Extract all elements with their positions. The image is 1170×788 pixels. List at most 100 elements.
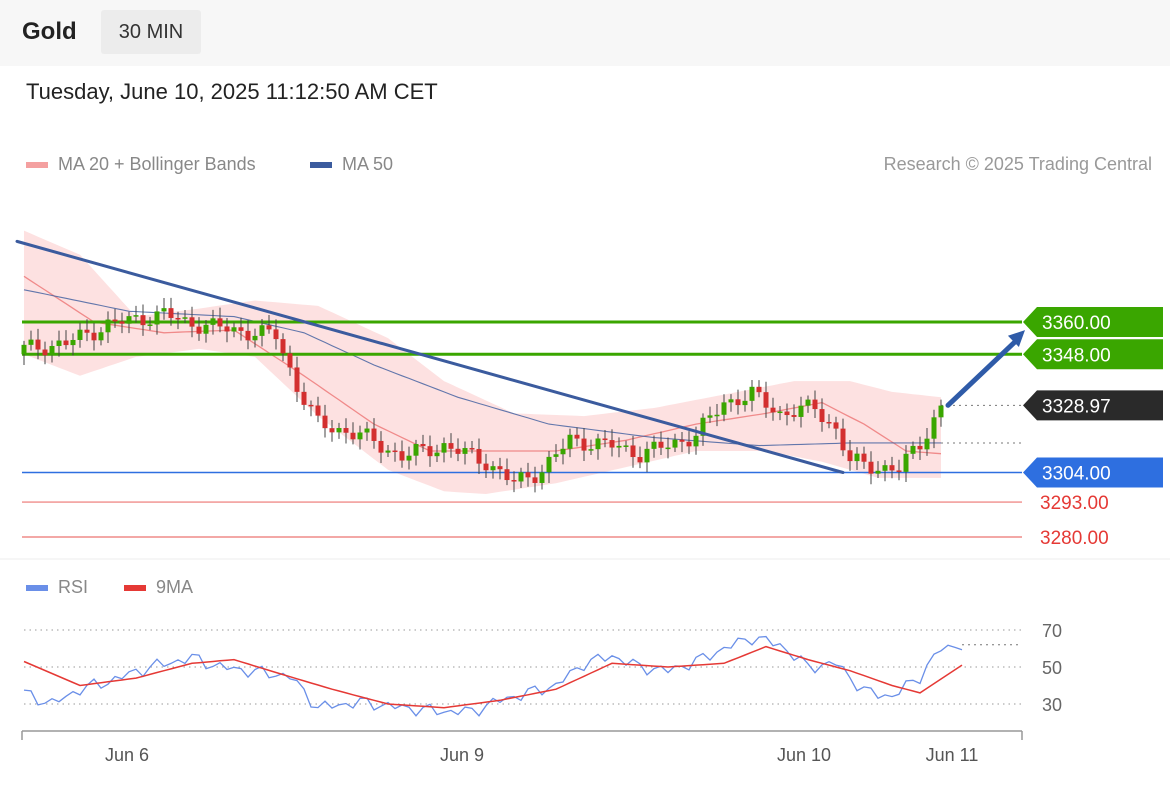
candle-body — [483, 463, 489, 471]
level-tag — [1023, 339, 1163, 370]
candle-body — [161, 308, 167, 312]
candle-body — [518, 472, 524, 482]
candle-body — [490, 466, 496, 471]
ma20-swatch — [26, 161, 48, 168]
candle-body — [98, 332, 104, 341]
ma50-legend-label: MA 50 — [342, 154, 394, 174]
candle-body — [714, 414, 720, 417]
candle-body — [742, 400, 748, 406]
x-tick-label: Jun 9 — [440, 745, 484, 765]
candle-body — [602, 438, 608, 441]
candle-body — [910, 445, 916, 454]
level-label: 3304.00 — [1042, 464, 1111, 485]
candle-body — [882, 465, 888, 471]
level-label: 3293.00 — [1040, 493, 1109, 514]
candle-body — [119, 321, 125, 324]
candle-body — [630, 445, 636, 458]
candle-body — [434, 452, 440, 457]
candle-body — [532, 477, 538, 483]
candle-body — [868, 461, 874, 474]
candle-body — [203, 324, 209, 334]
rsi-tick-label: 70 — [1042, 621, 1062, 641]
rsi-legend: RSI — [26, 577, 88, 598]
candle-body — [336, 428, 342, 433]
candle-body — [231, 327, 237, 332]
candle-body — [476, 448, 482, 464]
candle-body — [168, 308, 174, 318]
candle-body — [574, 434, 580, 439]
candle-body — [126, 316, 132, 324]
ma50-line — [23, 289, 941, 447]
candle-body — [553, 454, 559, 457]
candle-body — [511, 480, 517, 482]
rsi-ma-legend: 9MA — [124, 577, 193, 598]
candle-body — [287, 353, 293, 368]
x-tick-label: Jun 11 — [926, 745, 979, 765]
candle-body — [539, 472, 545, 483]
candle-body — [504, 469, 510, 481]
rsi-line — [23, 635, 963, 717]
down-trendline — [15, 239, 845, 474]
candle-body — [357, 432, 363, 440]
candle-body — [420, 443, 426, 447]
candle-body — [623, 445, 629, 447]
candle-body — [896, 470, 902, 472]
copyright: Research © 2025 Trading Central — [883, 154, 1152, 174]
level-3348-00: 3348.00 — [22, 339, 1163, 370]
candle-body — [350, 432, 356, 440]
candle-body — [861, 453, 867, 462]
candle-body — [364, 428, 370, 433]
candle-body — [189, 317, 195, 327]
x-tick-label: Jun 10 — [777, 745, 831, 765]
candle-body — [371, 428, 377, 441]
candle-body — [777, 411, 783, 414]
candle-body — [77, 329, 83, 340]
candle-body — [441, 443, 447, 453]
candle-body — [798, 405, 804, 417]
candle-body — [322, 415, 328, 429]
candle-body — [546, 456, 552, 473]
candle-body — [840, 428, 846, 451]
candle-body — [147, 324, 153, 326]
candle-body — [28, 339, 34, 345]
candle-body — [637, 457, 643, 463]
rsi-tick-label: 30 — [1042, 695, 1062, 715]
rsi-tick-label: 50 — [1042, 658, 1062, 678]
candle-body — [378, 440, 384, 453]
candle-body — [679, 439, 685, 442]
candle-body — [406, 455, 412, 461]
candle-body — [567, 434, 573, 449]
candle-body — [154, 311, 160, 325]
candle-body — [175, 317, 181, 320]
candles — [21, 297, 944, 493]
rsi-ma-swatch — [124, 584, 146, 591]
ma50-swatch — [310, 161, 332, 168]
candle-body — [21, 344, 27, 355]
instrument-title: Gold — [22, 18, 77, 45]
candle-body — [35, 339, 41, 350]
x-tick-label: Jun 6 — [105, 745, 149, 765]
candle-body — [693, 435, 699, 447]
level-3280-00: 3280.00 — [22, 528, 1109, 549]
candle-body — [210, 318, 216, 325]
candle-body — [91, 332, 97, 341]
candle-body — [938, 405, 944, 418]
candle-body — [784, 411, 790, 416]
level-3360-00: 3360.00 — [22, 307, 1163, 337]
level-3328-97: 3328.97 — [941, 390, 1163, 444]
candle-body — [294, 367, 300, 392]
candle-body — [252, 335, 258, 341]
forecast-arrow-shaft — [945, 335, 1022, 408]
level-label: 3360.00 — [1042, 313, 1111, 334]
candle-body — [315, 405, 321, 416]
candle-body — [756, 386, 762, 393]
candle-body — [182, 317, 188, 319]
candle-body — [686, 441, 692, 447]
candle-body — [413, 443, 419, 456]
rsi-swatch — [26, 584, 48, 591]
candle-body — [791, 415, 797, 417]
level-label: 3328.97 — [1042, 396, 1111, 417]
ma20-legend: MA 20 + Bollinger Bands — [26, 154, 256, 175]
timeframe-badge[interactable]: 30 MIN — [101, 10, 201, 54]
